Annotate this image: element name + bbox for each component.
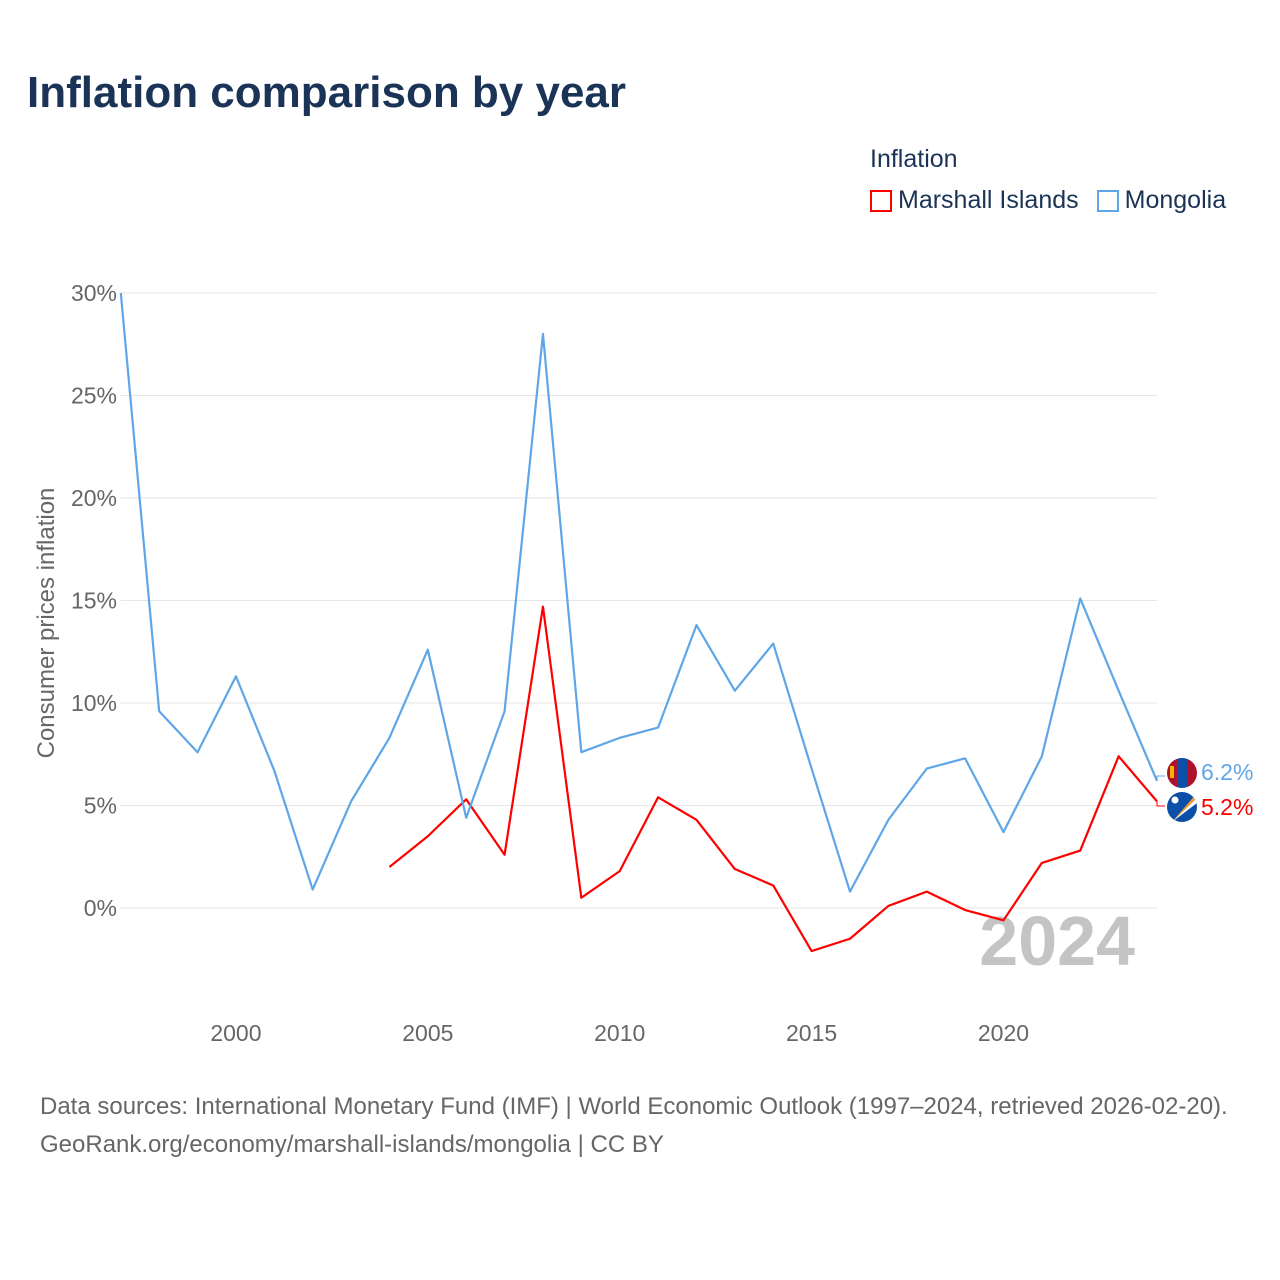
data-point[interactable] — [1078, 596, 1082, 600]
x-tick-label: 2005 — [402, 1020, 453, 1046]
legend-swatch — [1096, 189, 1119, 212]
legend-item-marshall-islands[interactable]: Marshall Islands — [870, 186, 1079, 215]
data-point[interactable] — [464, 797, 468, 801]
data-point[interactable] — [119, 291, 123, 295]
data-point[interactable] — [196, 750, 200, 754]
x-tick-label: 2010 — [594, 1020, 645, 1046]
data-point[interactable] — [579, 896, 583, 900]
y-tick-label: 0% — [84, 895, 117, 921]
credit-link[interactable]: GeoRank.org/economy/marshall-islands/mon… — [40, 1131, 664, 1158]
data-point[interactable] — [387, 865, 391, 869]
data-point[interactable] — [694, 818, 698, 822]
x-tick-label: 2015 — [786, 1020, 837, 1046]
data-point[interactable] — [618, 736, 622, 740]
data-point[interactable] — [618, 869, 622, 873]
data-point[interactable] — [963, 756, 967, 760]
mongolia-end-label: 6.2% — [1201, 759, 1253, 785]
y-tick-label: 30% — [71, 280, 117, 306]
data-point[interactable] — [810, 949, 814, 953]
footer: Data sources: International Monetary Fun… — [40, 1088, 1250, 1164]
data-point[interactable] — [886, 818, 890, 822]
marshall-islands-end-label: 5.2% — [1201, 794, 1253, 820]
data-point[interactable] — [157, 709, 161, 713]
data-point[interactable] — [810, 767, 814, 771]
y-tick-label: 15% — [71, 588, 117, 614]
end-label-connector — [1156, 775, 1165, 781]
data-point[interactable] — [733, 689, 737, 693]
y-tick-label: 10% — [71, 690, 117, 716]
y-tick-label: 20% — [71, 485, 117, 511]
mongolia-flag-icon — [1167, 758, 1197, 788]
data-point[interactable] — [234, 674, 238, 678]
data-point[interactable] — [464, 816, 468, 820]
data-point[interactable] — [1117, 754, 1121, 758]
data-point[interactable] — [272, 769, 276, 773]
data-point[interactable] — [771, 883, 775, 887]
data-point[interactable] — [656, 726, 660, 730]
data-point[interactable] — [656, 795, 660, 799]
data-point[interactable] — [771, 642, 775, 646]
data-point[interactable] — [387, 736, 391, 740]
legend-label: Marshall Islands — [898, 186, 1079, 214]
data-point[interactable] — [503, 853, 507, 857]
data-point[interactable] — [311, 888, 315, 892]
data-point[interactable] — [733, 867, 737, 871]
legend-label: Mongolia — [1124, 186, 1227, 214]
data-point[interactable] — [886, 904, 890, 908]
legend-swatch — [870, 189, 892, 212]
legend-title: Inflation — [870, 145, 958, 173]
data-point[interactable] — [541, 332, 545, 336]
data-point[interactable] — [1040, 754, 1044, 758]
series-line-marshall-islands[interactable] — [388, 605, 1158, 953]
data-point[interactable] — [694, 623, 698, 627]
data-point[interactable] — [1001, 918, 1005, 922]
data-point[interactable] — [848, 937, 852, 941]
data-point[interactable] — [925, 767, 929, 771]
data-point[interactable] — [541, 605, 545, 609]
data-point[interactable] — [1078, 849, 1082, 853]
legend: Marshall Islands Mongolia — [870, 186, 1226, 215]
series-line-mongolia[interactable] — [119, 292, 1159, 893]
data-point[interactable] — [925, 890, 929, 894]
x-tick-label: 2020 — [978, 1020, 1029, 1046]
x-tick-label: 2000 — [210, 1020, 261, 1046]
data-source: Data sources: International Monetary Fun… — [40, 1093, 1228, 1120]
data-point[interactable] — [848, 890, 852, 894]
y-tick-label: 5% — [84, 793, 117, 819]
y-tick-label: 25% — [71, 383, 117, 409]
legend-item-mongolia[interactable]: Mongolia — [1096, 186, 1227, 215]
data-point[interactable] — [1117, 689, 1121, 693]
year-watermark: 2024 — [979, 902, 1135, 980]
data-point[interactable] — [1001, 830, 1005, 834]
data-point[interactable] — [1040, 861, 1044, 865]
chart-title: Inflation comparison by year — [27, 68, 627, 117]
data-point[interactable] — [503, 709, 507, 713]
data-point[interactable] — [963, 908, 967, 912]
data-point[interactable] — [579, 750, 583, 754]
y-axis-label: Consumer prices inflation — [33, 488, 60, 759]
marshall-islands-flag-icon — [1167, 792, 1197, 822]
end-label-connector — [1156, 801, 1165, 807]
data-point[interactable] — [426, 648, 430, 652]
data-point[interactable] — [426, 834, 430, 838]
data-point[interactable] — [349, 799, 353, 803]
